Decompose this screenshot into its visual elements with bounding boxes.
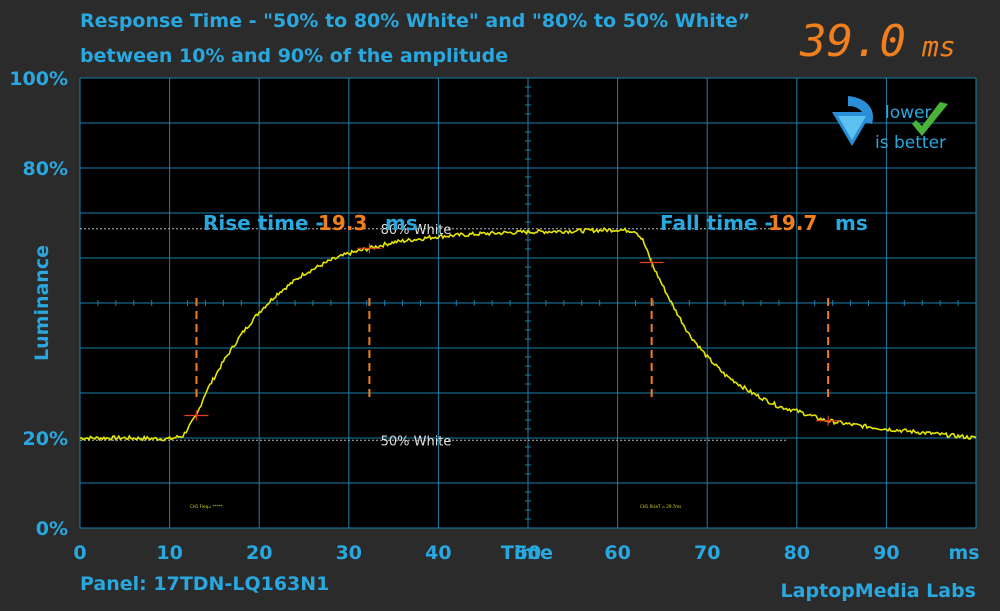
down-arrow-icon <box>832 96 873 146</box>
x-tick-label: 10 <box>156 542 182 564</box>
x-axis-label: Time <box>501 542 553 564</box>
x-tick-labels: 0 10 20 30 40 50 60 70 80 90 ms <box>73 542 979 564</box>
y-tick-label: 100% <box>9 68 68 90</box>
rise-time-value: 19.3 <box>318 211 367 235</box>
rise-time-unit: ms <box>385 211 418 235</box>
x-tick-label: 60 <box>604 542 630 564</box>
y-tick-labels: 0% 20% 80% 100% <box>9 68 68 540</box>
reference-lines: 80% White 50% White <box>80 223 788 449</box>
grid <box>79 77 977 529</box>
x-tick-label: 40 <box>425 542 451 564</box>
is-better-text: is better <box>875 133 946 153</box>
result-value: 39.0 <box>799 16 906 67</box>
reference-line-label: 80% White <box>381 223 452 238</box>
panel-label: Panel: 17TDN-LQ163N1 <box>80 573 329 595</box>
checkmark-icon <box>912 102 948 136</box>
y-tick-label: 20% <box>23 428 68 450</box>
x-tick-label: 20 <box>246 542 272 564</box>
x-tick-label: 50 <box>515 542 541 564</box>
x-tick-label: 30 <box>336 542 362 564</box>
result-unit: ms <box>921 30 956 63</box>
y-tick-label: 0% <box>36 518 68 540</box>
lower-text: lower <box>885 103 931 123</box>
x-tick-label: ms <box>948 542 979 564</box>
chart-title-line2: between 10% and 90% of the amplitude <box>80 45 508 67</box>
y-tick-label: 80% <box>23 158 68 180</box>
scope-note-left: CH1 Freq= ***** <box>190 504 223 509</box>
fall-time-value: 19.7 <box>768 211 817 235</box>
x-tick-label: 90 <box>873 542 899 564</box>
reference-line-label: 50% White <box>381 434 452 449</box>
chart-title-line1: Response Time - "50% to 80% White" and "… <box>80 10 750 32</box>
x-tick-label: 70 <box>694 542 720 564</box>
scope-note-right: CH1 RiseT = 29.7ms <box>640 504 681 509</box>
x-tick-label: 0 <box>73 542 86 564</box>
lower-is-better-badge: lower is better <box>832 96 948 153</box>
fall-time-label: Fall time - <box>660 211 773 235</box>
brand-label: LaptopMedia Labs <box>781 580 976 602</box>
crosshair-marks <box>184 243 841 426</box>
x-tick-label: 80 <box>784 542 810 564</box>
rise-time-label: Rise time - <box>203 211 324 235</box>
transition-markers <box>195 298 830 402</box>
fall-time-unit: ms <box>835 211 868 235</box>
y-axis-label: Luminance <box>31 245 53 361</box>
